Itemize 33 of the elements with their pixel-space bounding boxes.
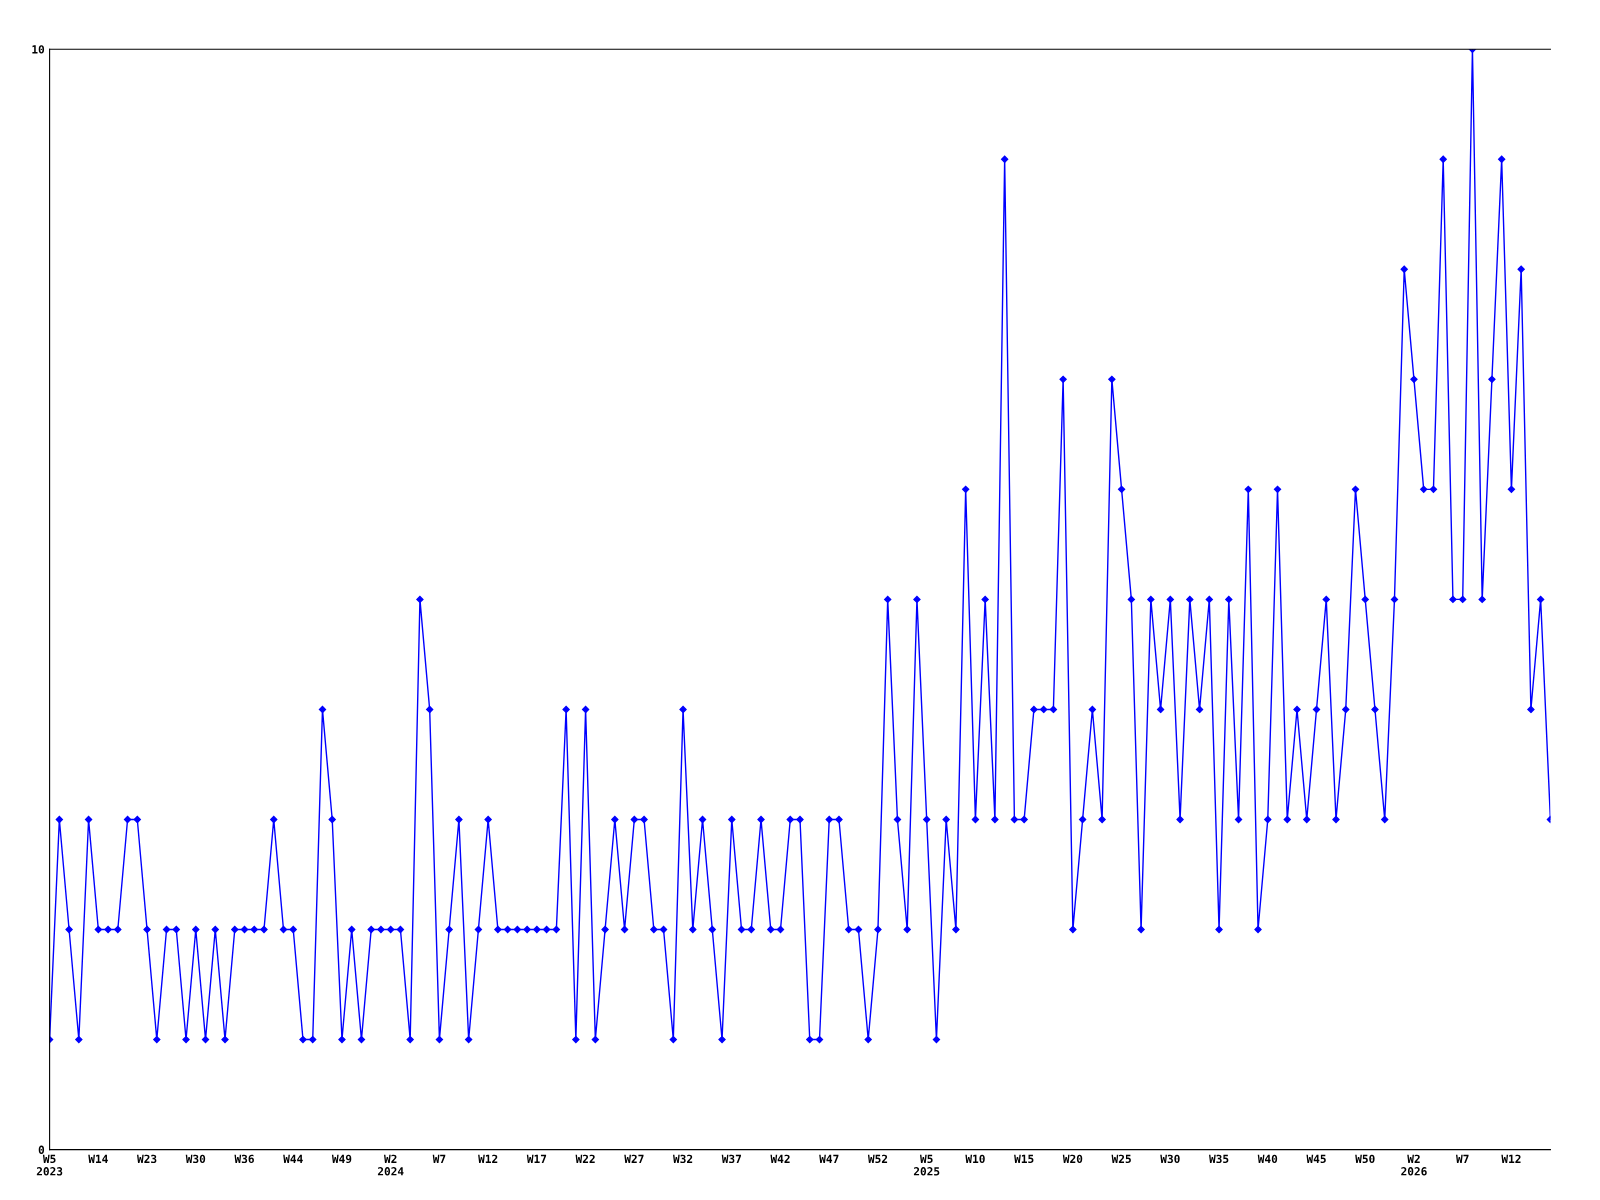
x-tick-label: W42	[770, 1154, 790, 1163]
x-tick-label: W52	[867, 1154, 888, 1164]
x-tick-label: W50	[1355, 1154, 1375, 1164]
x-tick-label: W20	[1062, 1154, 1083, 1164]
x-tick-label: W36	[234, 1154, 254, 1164]
x-tick-label: W12	[478, 1154, 498, 1163]
x-tick-label: W5 2023	[36, 1154, 63, 1176]
x-tick-label: W2 2024	[377, 1154, 404, 1176]
y-tick-label: 10	[32, 45, 45, 54]
y-tick-label: 0	[38, 1145, 45, 1154]
x-tick-label: W23	[137, 1154, 157, 1164]
x-tick-label: W37	[721, 1154, 741, 1164]
x-tick-label: W12	[1501, 1154, 1521, 1163]
x-tick-label: W14	[88, 1154, 108, 1163]
x-tick-label: W7	[432, 1154, 446, 1163]
x-tick-label: W49	[331, 1154, 352, 1164]
x-tick-label: W40	[1257, 1154, 1278, 1164]
x-tick-label: W5 2025	[913, 1154, 940, 1176]
x-tick-label: W25	[1111, 1154, 1131, 1164]
x-tick-label: W47	[819, 1154, 839, 1163]
x-tick-label: W10	[965, 1154, 985, 1164]
x-tick-label: W32	[673, 1154, 693, 1164]
x-tick-label: W44	[283, 1154, 303, 1163]
x-tick-label: W7	[1456, 1154, 1469, 1163]
x-tick-label: W35	[1209, 1154, 1229, 1164]
x-tick-label: W22	[575, 1154, 595, 1163]
x-tick-label: W15	[1014, 1154, 1034, 1164]
x-tick-label: W30	[185, 1154, 206, 1164]
x-tick-label: W45	[1306, 1154, 1326, 1164]
x-tick-label: W2 2026	[1401, 1154, 1427, 1176]
x-tick-label: W27	[624, 1154, 644, 1163]
x-tick-label: W30	[1160, 1154, 1180, 1164]
x-tick-label: W17	[526, 1154, 547, 1163]
